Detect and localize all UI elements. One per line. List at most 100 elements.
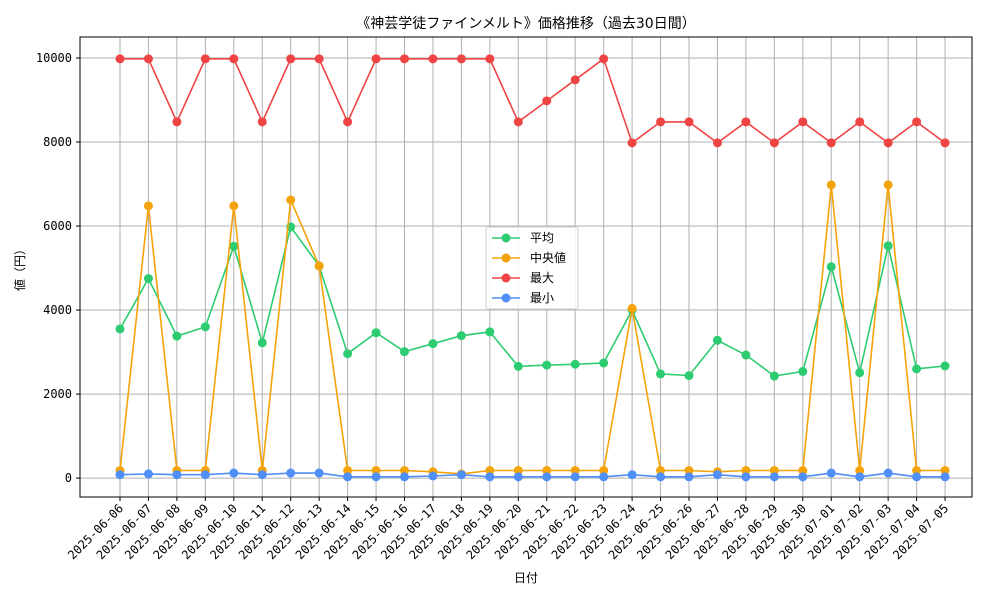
- data-point: [940, 472, 950, 482]
- legend-marker: [501, 293, 511, 303]
- data-point: [855, 117, 865, 127]
- legend-marker: [501, 273, 511, 283]
- data-point: [257, 338, 267, 348]
- data-point: [570, 466, 580, 476]
- legend-box: [485, 226, 579, 310]
- data-point: [741, 472, 751, 482]
- legend-item: 中央値: [492, 250, 566, 265]
- data-point: [627, 138, 637, 148]
- data-point: [855, 472, 865, 482]
- y-axis-label: 値（円）: [12, 243, 27, 291]
- data-point: [115, 470, 125, 480]
- data-point: [855, 466, 865, 476]
- data-point: [883, 180, 893, 190]
- data-point: [656, 466, 666, 476]
- series-line: [119, 225, 946, 377]
- data-point: [542, 96, 552, 106]
- data-point: [599, 466, 609, 476]
- data-point: [769, 466, 779, 476]
- legend-label: 最大: [530, 271, 554, 285]
- data-point: [428, 339, 438, 349]
- data-point: [371, 54, 381, 64]
- data-point: [940, 138, 950, 148]
- data-point: [172, 331, 182, 341]
- data-point: [456, 54, 466, 64]
- data-point: [656, 369, 666, 379]
- data-point: [229, 201, 239, 211]
- legend-marker: [501, 233, 511, 243]
- data-point: [286, 468, 296, 478]
- data-point: [371, 466, 381, 476]
- data-point: [143, 54, 153, 64]
- data-point: [798, 466, 808, 476]
- data-point: [485, 54, 495, 64]
- data-point: [314, 468, 324, 478]
- data-point: [883, 468, 893, 478]
- data-point: [883, 138, 893, 148]
- data-point: [940, 361, 950, 371]
- data-point: [513, 361, 523, 371]
- data-point: [826, 262, 836, 272]
- data-point: [257, 117, 267, 127]
- data-point: [513, 117, 523, 127]
- data-point: [912, 364, 922, 374]
- data-point: [627, 303, 637, 313]
- legend-label: 中央値: [530, 250, 566, 265]
- data-point: [314, 261, 324, 271]
- data-point: [257, 470, 267, 480]
- legend-item: 平均: [492, 231, 554, 245]
- data-point: [172, 117, 182, 127]
- data-point: [513, 472, 523, 482]
- y-tick-label: 10000: [36, 51, 72, 65]
- data-point: [542, 360, 552, 370]
- data-point: [286, 195, 296, 205]
- data-point: [712, 335, 722, 345]
- data-point: [570, 359, 580, 369]
- data-point: [143, 274, 153, 284]
- data-point: [371, 472, 381, 482]
- data-point: [115, 54, 125, 64]
- data-point: [456, 331, 466, 341]
- data-point: [200, 470, 210, 480]
- data-point: [684, 466, 694, 476]
- data-point: [286, 54, 296, 64]
- data-point: [400, 347, 409, 357]
- data-point: [172, 470, 182, 480]
- y-tick-label: 0: [65, 471, 72, 485]
- data-point: [428, 54, 438, 64]
- data-point: [115, 324, 125, 334]
- data-point: [599, 472, 609, 482]
- chart-title: 《神芸学徒ファインメルト》価格推移（過去30日間）: [356, 16, 695, 32]
- y-axis-ticks: 0 2000 4000 6000 8000 10000: [36, 51, 80, 485]
- data-point: [200, 54, 210, 64]
- data-point: [855, 368, 865, 378]
- data-point: [542, 472, 552, 482]
- legend-label: 最小: [530, 291, 554, 305]
- data-point: [912, 117, 922, 127]
- data-point: [143, 201, 153, 211]
- data-point: [570, 75, 580, 85]
- x-axis-label: 日付: [514, 571, 538, 585]
- data-point: [826, 138, 836, 148]
- series-最小: [115, 468, 950, 482]
- series-最大: [115, 54, 950, 148]
- data-point: [798, 472, 808, 482]
- data-point: [940, 466, 950, 476]
- data-point: [343, 472, 353, 482]
- data-point: [684, 472, 694, 482]
- data-point: [143, 469, 153, 479]
- series-line: [119, 184, 945, 475]
- data-point: [200, 322, 210, 332]
- data-point: [741, 350, 751, 360]
- x-axis-ticks: 2025-06-062025-06-072025-06-082025-06-09…: [65, 497, 951, 562]
- data-point: [456, 470, 466, 480]
- data-point: [656, 117, 666, 127]
- y-tick-label: 2000: [43, 387, 72, 401]
- data-point: [798, 366, 808, 376]
- data-point: [769, 138, 779, 148]
- data-point: [400, 54, 409, 64]
- data-point: [400, 466, 409, 476]
- y-tick-label: 6000: [43, 219, 72, 233]
